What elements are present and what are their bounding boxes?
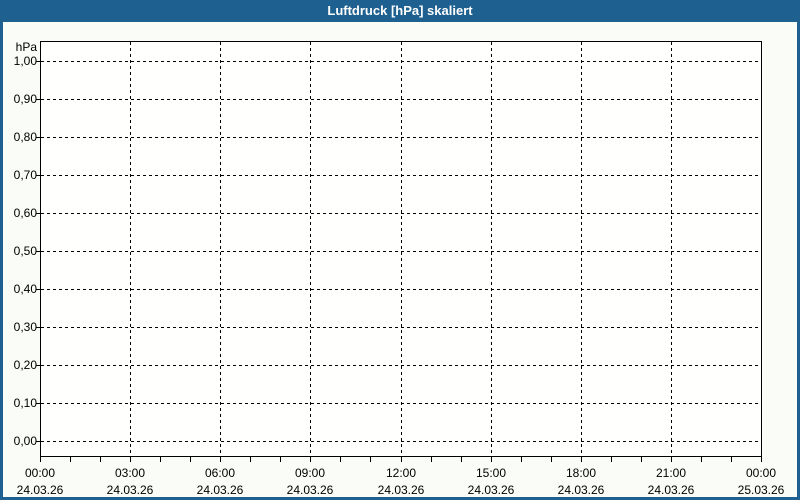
window-border-right [797, 0, 800, 500]
x-axis-date-label: 24.03.26 [17, 483, 64, 497]
x-axis-date-label: 24.03.26 [648, 483, 695, 497]
x-axis-time-label: 15:00 [476, 466, 506, 480]
window-border-bottom [0, 497, 800, 500]
y-axis-tick-label: 0,30 [14, 320, 38, 334]
x-axis-time-label: 06:00 [205, 466, 235, 480]
x-axis-date-label: 24.03.26 [378, 483, 425, 497]
y-axis-unit-label: hPa [16, 40, 38, 54]
x-axis-time-label: 21:00 [656, 466, 686, 480]
chart-title: Luftdruck [hPa] skaliert [327, 3, 473, 18]
y-axis-tick-label: 0,10 [14, 396, 38, 410]
x-axis-time-label: 09:00 [295, 466, 325, 480]
x-axis-date-label: 24.03.26 [468, 483, 515, 497]
x-axis-date-label: 24.03.26 [107, 483, 154, 497]
window-border-left [0, 0, 3, 500]
y-axis-tick-label: 0,50 [14, 244, 38, 258]
x-axis-time-label: 12:00 [386, 466, 416, 480]
y-axis-tick-label: 0,60 [14, 206, 38, 220]
x-axis-date-label: 24.03.26 [287, 483, 334, 497]
plot-border [40, 41, 762, 457]
y-axis-tick-label: 0,80 [14, 130, 38, 144]
x-axis-date-label: 25.03.26 [738, 483, 785, 497]
plot-area [40, 41, 761, 456]
x-axis-time-label: 00:00 [746, 466, 776, 480]
y-axis-tick-label: 1,00 [14, 54, 38, 68]
y-axis-tick-label: 0,20 [14, 358, 38, 372]
y-axis-tick-label: 0,00 [14, 434, 38, 448]
x-axis-time-label: 18:00 [566, 466, 596, 480]
x-axis-time-label: 00:00 [25, 466, 55, 480]
y-axis-tick-label: 0,90 [14, 92, 38, 106]
x-axis-time-label: 03:00 [115, 466, 145, 480]
chart-title-bar: Luftdruck [hPa] skaliert [0, 0, 800, 22]
x-axis-date-label: 24.03.26 [558, 483, 605, 497]
x-axis-date-label: 24.03.26 [197, 483, 244, 497]
y-axis-tick-label: 0,70 [14, 168, 38, 182]
y-axis-tick-label: 0,40 [14, 282, 38, 296]
